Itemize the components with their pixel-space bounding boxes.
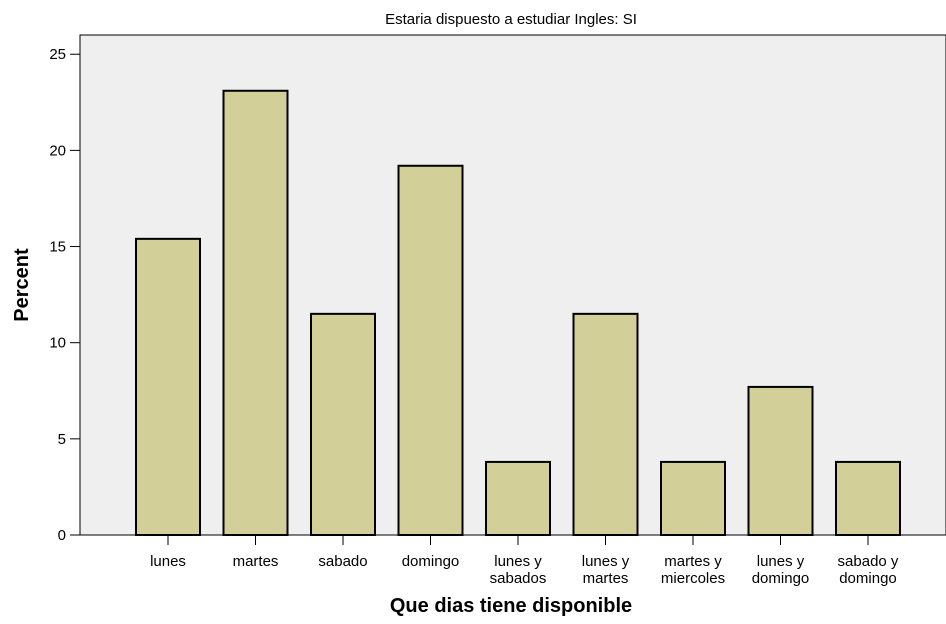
- y-tick-label: 10: [49, 335, 66, 352]
- x-axis-title: Que dias tiene disponible: [390, 595, 632, 617]
- bar-3: [310, 312, 376, 536]
- y-tick-label: 5: [58, 431, 66, 448]
- bar-5: [485, 460, 551, 536]
- bar-6: [572, 312, 639, 536]
- x-tick-label: sabado: [318, 553, 367, 570]
- bar-7: [660, 460, 726, 536]
- plot-area: [79, 34, 946, 536]
- bar-2: [222, 89, 289, 537]
- bars: [135, 89, 901, 537]
- y-tick-label: 25: [49, 46, 66, 63]
- x-axis: lunes martes sabado domingo lunes y sabados lu…: [150, 535, 899, 587]
- x-tick-label: lunes y sabados: [490, 553, 547, 587]
- y-tick-label: 15: [49, 239, 66, 256]
- x-tick-label: martes y miercoles: [661, 553, 725, 587]
- x-tick-label: sabado y domingo: [838, 553, 899, 587]
- x-tick-label: martes: [233, 553, 279, 570]
- chart-title: Estaria dispuesto a estudiar Ingles: SI: [385, 11, 637, 28]
- x-tick-label: lunes: [150, 553, 186, 570]
- x-tick-label: lunes y martes: [582, 553, 630, 587]
- bar-1: [135, 237, 201, 536]
- y-axis: 0 5 10 15 20 25: [49, 46, 80, 544]
- y-tick-label: 0: [58, 527, 66, 544]
- y-tick-label: 20: [49, 142, 66, 159]
- bar-8: [747, 385, 814, 536]
- bar-4: [397, 164, 464, 536]
- x-tick-label: domingo: [402, 553, 460, 570]
- y-axis-title: Percent: [11, 248, 33, 322]
- x-tick-label: lunes y domingo: [752, 553, 810, 587]
- bar-9: [835, 460, 901, 536]
